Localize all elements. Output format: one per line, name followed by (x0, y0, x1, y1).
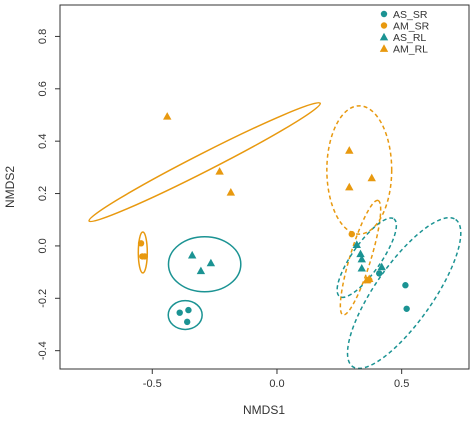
point-am-rl (367, 173, 376, 182)
point-am-sr (348, 230, 355, 238)
x-tick-label: 0.0 (269, 378, 284, 390)
ellipse-am-rl-solid (88, 101, 322, 223)
point-am-rl (345, 182, 354, 191)
y-axis: -0.4 -0.2 0.0 0.2 0.4 0.6 0.8 (37, 29, 61, 360)
point-am-rl (365, 274, 374, 283)
data-points (137, 112, 410, 326)
legend-marker-am-rl (379, 44, 389, 52)
y-tick-label: 0.2 (37, 186, 49, 201)
y-tick-label: 0.8 (37, 29, 49, 44)
point-as-rl (377, 262, 386, 271)
point-as-rl (206, 258, 216, 267)
point-as-sr (185, 306, 192, 314)
x-tick-label: -0.5 (143, 378, 162, 390)
legend-marker-am-sr (380, 22, 388, 29)
ellipse-as-sr-dashed (346, 216, 462, 370)
point-am-rl (163, 112, 172, 120)
point-as-sr (183, 318, 191, 326)
point-as-rl (196, 266, 206, 275)
plot-frame (59, 4, 470, 370)
ellipse-am-rl-dashed (326, 105, 393, 235)
ellipse-am-sr-dashed (339, 199, 382, 316)
legend-label-am-rl: AM_RL (393, 43, 428, 55)
y-tick-label: 0.0 (37, 238, 49, 253)
point-am-rl (226, 188, 236, 196)
y-tick-label: 0.6 (37, 81, 49, 96)
point-as-rl (352, 240, 361, 248)
x-axis: -0.5 0.0 0.5 (143, 368, 409, 390)
confidence-ellipses (88, 101, 462, 370)
legend-marker-as-rl (379, 32, 389, 41)
legend-label-am-sr: AM_SR (393, 20, 430, 32)
y-tick-label: -0.4 (37, 341, 49, 360)
ellipse-as-sr-solid (167, 299, 203, 331)
x-tick-label: 0.5 (394, 378, 409, 390)
legend-label-as-sr: AS_SR (393, 9, 428, 21)
y-axis-label: NMDS2 (3, 166, 17, 208)
point-as-rl (357, 254, 366, 263)
point-am-sr (141, 253, 148, 260)
y-tick-label: -0.2 (37, 289, 49, 308)
ellipse-am-sr-solid (137, 231, 149, 274)
legend-label-as-rl: AS_RL (393, 32, 426, 44)
x-axis-label: NMDS1 (243, 403, 285, 417)
point-as-sr (376, 270, 383, 277)
point-as-sr (176, 309, 183, 316)
point-as-rl (356, 249, 365, 258)
y-tick-label: 0.4 (37, 134, 49, 149)
point-am-sr (137, 240, 145, 247)
point-as-rl (187, 250, 197, 259)
point-am-rl (215, 167, 224, 175)
point-as-rl (357, 263, 366, 272)
point-as-sr (402, 282, 409, 289)
ellipse-as-rl-dashed (336, 217, 398, 299)
point-am-rl (345, 146, 354, 154)
point-as-sr (403, 305, 410, 312)
ellipse-as-rl-solid (167, 236, 242, 293)
legend-marker-as-sr (380, 10, 388, 18)
